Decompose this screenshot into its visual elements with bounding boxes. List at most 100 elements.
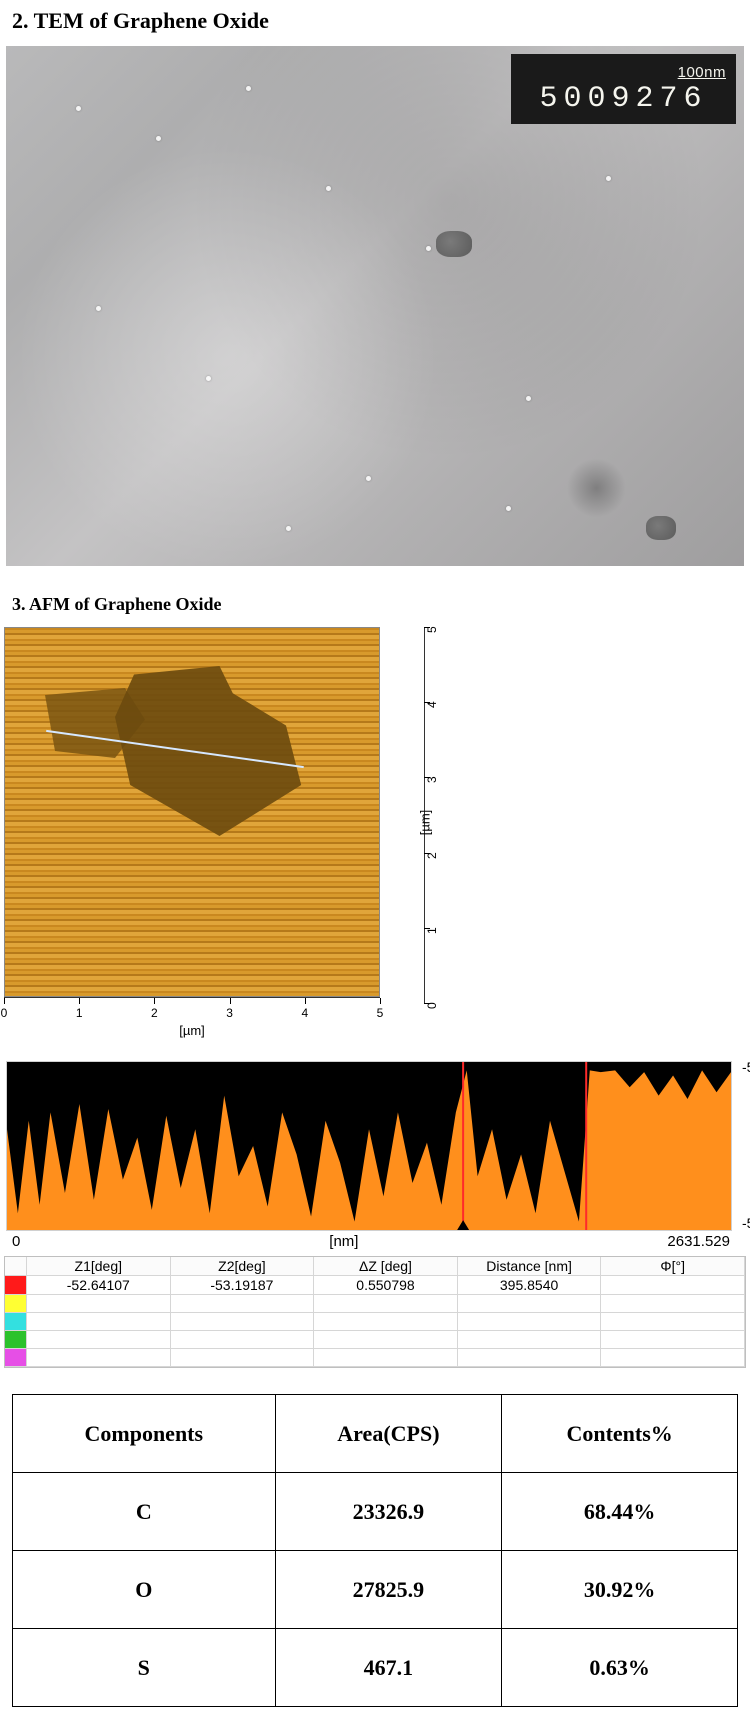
series-color-swatch [5,1276,27,1295]
table-cell: -52.64107 [27,1276,171,1295]
tem-speck [366,476,371,481]
series-color-swatch [5,1331,27,1349]
table-header: Z2[deg] [171,1257,315,1276]
tem-speck [206,376,211,381]
table-cell: S [13,1629,276,1707]
series-color-swatch [5,1295,27,1313]
table-row: O27825.930.92% [13,1551,738,1629]
tem-speck [526,396,531,401]
series-color-swatch [5,1313,27,1331]
axis-tick-label: 5 [425,626,439,633]
table-header: Components [13,1395,276,1473]
table-cell: 30.92% [502,1551,738,1629]
table-cell [458,1313,602,1331]
table-cell [601,1295,745,1313]
axis-tick-label: 5 [377,1006,384,1020]
table-cell [171,1295,315,1313]
tem-speck [246,86,251,91]
series-color-swatch [5,1349,27,1367]
table-cell: O [13,1551,276,1629]
table-cell [458,1331,602,1349]
table-cell [314,1295,458,1313]
table-cell [27,1331,171,1349]
table-cell: 68.44% [502,1473,738,1551]
section-heading-tem: 2. TEM of Graphene Oxide [0,0,750,46]
section-heading-afm: 3. AFM of Graphene Oxide [0,586,750,627]
tem-speck [326,186,331,191]
axis-tick [154,998,155,1004]
table-cell [601,1349,745,1367]
tem-speck [286,526,291,531]
axis-tick-label: 2 [151,1006,158,1020]
tem-speck [426,246,431,251]
table-cell [314,1331,458,1349]
afm-y-axis: 012345[µm] [424,627,446,997]
table-cell: 467.1 [275,1629,502,1707]
axis-tick [79,998,80,1004]
table-cell: 23326.9 [275,1473,502,1551]
table-header: Φ[°] [601,1257,745,1276]
table-cell [601,1313,745,1331]
tem-figure: 100nm 5009276 [0,46,750,586]
profile-ytop-label: -53.639 [742,1059,750,1075]
tem-scalebar-label: 100nm [678,64,726,81]
tem-speck [76,106,81,111]
tem-speck [506,506,511,511]
profile-xunit: [nm] [329,1233,358,1250]
table-cell: C [13,1473,276,1551]
afm-topography-figure: 012345[µm] 012345 [µm] [0,627,750,1051]
table-cell: 27825.9 [275,1551,502,1629]
table-header: Area(CPS) [275,1395,502,1473]
table-cell: 395.8540 [458,1276,602,1295]
table-cell [458,1295,602,1313]
afm-profile-plot [6,1061,732,1231]
tem-speck [156,136,161,141]
table-header: Contents% [502,1395,738,1473]
tem-dark-spot [436,231,472,257]
afm-topography-plot [4,627,380,997]
axis-tick-label: 0 [1,1006,8,1020]
table-cell [314,1313,458,1331]
components-table: ComponentsArea(CPS)Contents% C23326.968.… [12,1394,738,1707]
table-cell [601,1276,745,1295]
axis-tick-label: 0 [425,1002,439,1009]
table-header: Z1[deg] [27,1257,171,1276]
afm-flake [115,666,305,836]
table-header: ΔZ [deg] [314,1257,458,1276]
table-cell: -53.19187 [171,1276,315,1295]
axis-tick [305,998,306,1004]
axis-tick-label: 3 [226,1006,233,1020]
z-measurements-table: Z1[deg]Z2[deg]ΔZ [deg]Distance [nm]Φ[°]-… [0,1250,750,1368]
profile-x-axis: 0 [nm] 2631.529 [6,1231,744,1250]
tem-image-id: 5009276 [511,83,736,116]
table-cell [171,1331,315,1349]
components-table-wrap: ComponentsArea(CPS)Contents% C23326.968.… [0,1368,750,1727]
table-cell [27,1313,171,1331]
axis-tick-label: 1 [76,1006,83,1020]
table-row: S467.10.63% [13,1629,738,1707]
tem-overlay: 100nm 5009276 [511,54,736,124]
afm-x-unit: [µm] [179,1023,205,1038]
table-cell [171,1349,315,1367]
table-cell [171,1313,315,1331]
profile-ybottom-label: -51.733 [742,1215,750,1231]
axis-tick-label: 2 [425,852,439,859]
profile-xmax: 2631.529 [667,1233,730,1250]
table-cell: 0.550798 [314,1276,458,1295]
axis-tick [4,998,5,1004]
tem-speck [96,306,101,311]
axis-tick [230,998,231,1004]
table-cell [601,1331,745,1349]
table-header [5,1257,27,1276]
table-cell [314,1349,458,1367]
axis-tick-label: 4 [301,1006,308,1020]
profile-xmin: 0 [12,1233,20,1250]
afm-x-axis: 012345 [4,997,380,1003]
table-cell [458,1349,602,1367]
profile-area [7,1070,731,1230]
tem-image: 100nm 5009276 [6,46,744,566]
axis-tick-label: 3 [425,777,439,784]
axis-tick [380,998,381,1004]
table-cell: 0.63% [502,1629,738,1707]
afm-y-unit: [µm] [417,810,432,836]
